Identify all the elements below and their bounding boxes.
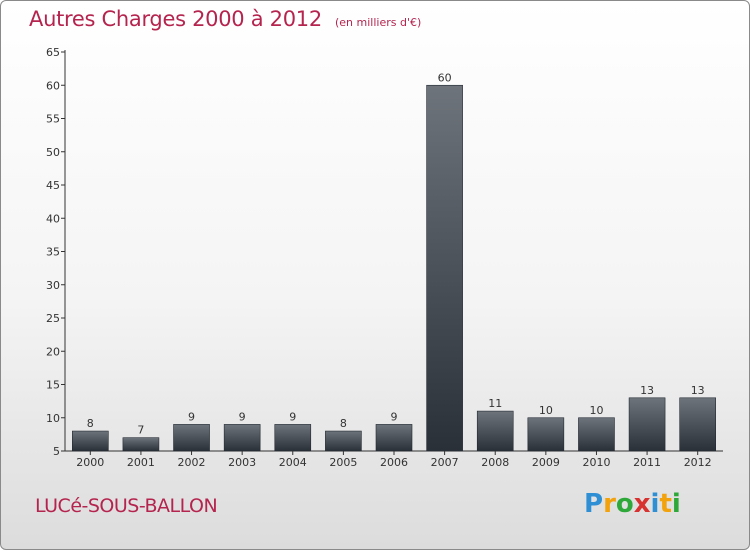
- x-tick-label: 2004: [279, 456, 307, 469]
- bar: [527, 417, 565, 452]
- bar-value-label: 9: [239, 410, 246, 423]
- bar-value-label: 10: [539, 404, 553, 417]
- bar: [122, 437, 160, 452]
- bar: [173, 424, 210, 452]
- commune-name: LUCé-SOUS-BALLON: [35, 495, 218, 517]
- chart-title-block: Autres Charges 2000 à 2012 (en milliers …: [29, 7, 421, 31]
- y-tick-label: 45: [46, 179, 60, 192]
- bar-value-label: 13: [640, 384, 654, 397]
- x-tick-label: 2011: [633, 456, 661, 469]
- y-tick-label: 50: [46, 146, 60, 159]
- bar-value-label: 13: [691, 384, 705, 397]
- x-tick-label: 2005: [329, 456, 357, 469]
- y-tick-label: 40: [46, 212, 60, 225]
- logo-letter: r: [603, 489, 616, 519]
- logo-letter: P: [584, 489, 604, 519]
- y-tick-label: 55: [46, 113, 60, 126]
- logo-letter: o: [615, 489, 634, 519]
- logo-letter: x: [633, 489, 651, 519]
- bar: [426, 84, 463, 452]
- y-tick-label: 65: [46, 46, 60, 59]
- y-tick-label: 30: [46, 279, 60, 292]
- x-tick-label: 2001: [127, 456, 155, 469]
- y-tick-label: 20: [46, 345, 60, 358]
- x-tick-label: 2002: [178, 456, 206, 469]
- bar-value-label: 7: [137, 424, 144, 437]
- proxiti-logo: Proxiti: [584, 489, 681, 519]
- bar: [578, 417, 615, 452]
- bar: [223, 424, 261, 452]
- bar: [375, 424, 413, 452]
- x-tick-label: 2003: [228, 456, 256, 469]
- logo-letter: i: [650, 489, 660, 519]
- y-tick-label: 10: [46, 412, 60, 425]
- bar-value-label: 9: [289, 410, 296, 423]
- bar-value-label: 60: [438, 71, 452, 84]
- chart-subtitle: (en milliers d'€): [335, 16, 422, 29]
- bar-value-label: 8: [340, 417, 347, 430]
- x-tick-label: 2010: [582, 456, 610, 469]
- y-tick-label: 5: [53, 445, 60, 458]
- bar: [628, 397, 666, 452]
- y-tick-label: 60: [46, 79, 60, 92]
- bar-value-label: 9: [391, 410, 398, 423]
- bar: [325, 430, 362, 452]
- bar: [679, 397, 716, 452]
- bar-value-label: 11: [488, 397, 502, 410]
- bar: [274, 424, 312, 452]
- x-tick-label: 2012: [684, 456, 712, 469]
- logo-letter: t: [659, 489, 672, 519]
- y-tick-label: 15: [46, 379, 60, 392]
- bar-value-label: 10: [589, 404, 603, 417]
- logo-letter: i: [671, 489, 681, 519]
- x-tick-label: 2007: [431, 456, 459, 469]
- bar-value-label: 9: [188, 410, 195, 423]
- chart-title: Autres Charges 2000 à 2012: [29, 7, 322, 31]
- bar: [476, 410, 514, 452]
- x-tick-label: 2000: [76, 456, 104, 469]
- x-tick-label: 2009: [532, 456, 560, 469]
- y-tick-label: 35: [46, 246, 60, 259]
- y-tick-label: 25: [46, 312, 60, 325]
- x-tick-label: 2006: [380, 456, 408, 469]
- x-tick-label: 2008: [481, 456, 509, 469]
- bar-value-label: 8: [87, 417, 94, 430]
- bar: [72, 430, 109, 452]
